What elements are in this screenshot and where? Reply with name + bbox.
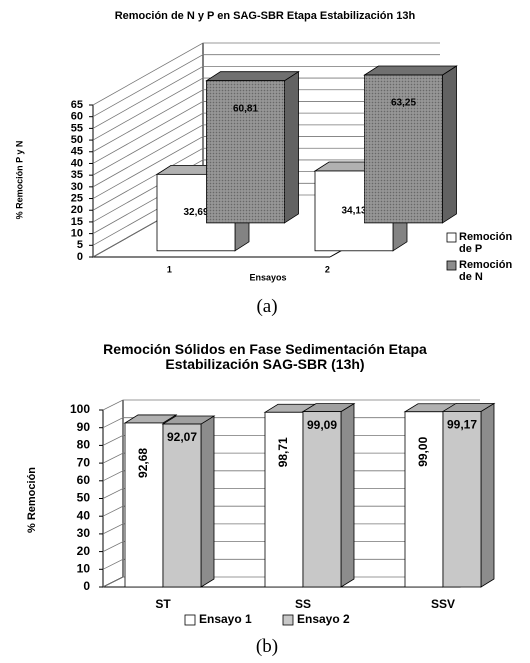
y-tick-label: 40 bbox=[71, 157, 83, 169]
y-axis-label: % Remoción bbox=[26, 467, 38, 533]
value-label: 60,81 bbox=[233, 103, 258, 114]
x-tick-label: SS bbox=[295, 597, 311, 611]
y-tick-label: 10 bbox=[77, 561, 91, 575]
grid-line bbox=[92, 147, 440, 211]
legend-label: Ensayo 2 bbox=[297, 612, 350, 626]
bar-side bbox=[480, 402, 495, 588]
y-tick-label: 10 bbox=[71, 228, 83, 240]
y-tick-label: 70 bbox=[77, 455, 91, 469]
grid-line bbox=[102, 434, 480, 446]
bar-face bbox=[264, 411, 304, 588]
grid-line bbox=[92, 101, 440, 164]
value-label: 99,09 bbox=[307, 418, 337, 432]
bar-top bbox=[205, 71, 300, 82]
y-tick-label: 80 bbox=[77, 438, 91, 452]
y-tick-label: 100 bbox=[70, 402, 90, 416]
bar-face bbox=[124, 422, 164, 588]
y-tick-label: 35 bbox=[71, 169, 83, 181]
legend-label: Ensayo 1 bbox=[199, 612, 252, 626]
grid-line bbox=[102, 488, 480, 499]
legend-swatch bbox=[282, 614, 294, 626]
y-tick-label: 20 bbox=[71, 204, 83, 216]
y-tick-label: 20 bbox=[77, 544, 91, 558]
bar bbox=[363, 65, 458, 224]
grid-line bbox=[92, 124, 440, 188]
bar bbox=[161, 415, 216, 588]
bar-side bbox=[200, 415, 215, 588]
value-label: 99,00 bbox=[416, 436, 430, 466]
y-tick-label: 65 bbox=[71, 99, 83, 111]
y-tick-label: 45 bbox=[71, 146, 83, 158]
grid-line bbox=[92, 77, 440, 141]
y-tick-label: 30 bbox=[77, 526, 91, 540]
legend-swatch bbox=[446, 260, 457, 271]
grid-line bbox=[102, 523, 480, 535]
y-tick-label: 30 bbox=[71, 181, 83, 193]
bar-face bbox=[442, 411, 482, 588]
grid-line bbox=[92, 136, 440, 199]
y-tick-label: 40 bbox=[77, 508, 91, 522]
y-tick-label: 50 bbox=[71, 134, 83, 146]
y-tick-label: 50 bbox=[77, 491, 91, 505]
bar-face bbox=[404, 411, 444, 588]
grid-line bbox=[102, 558, 480, 570]
bar bbox=[205, 70, 300, 224]
y-tick-label: 90 bbox=[77, 420, 91, 434]
caption: (a) bbox=[256, 296, 278, 317]
bar-texture bbox=[206, 80, 285, 223]
value-label: 99,17 bbox=[447, 418, 477, 432]
y-tick-label: 25 bbox=[71, 192, 83, 204]
x-tick-label: SSV bbox=[431, 597, 455, 611]
bar-side bbox=[284, 70, 299, 224]
legend-swatch bbox=[184, 614, 196, 626]
bar-side bbox=[442, 65, 457, 224]
grid-line bbox=[102, 541, 480, 552]
value-label: 98,71 bbox=[276, 437, 290, 467]
grid-line bbox=[92, 112, 440, 176]
x-tick-label: 1 bbox=[167, 264, 172, 274]
y-axis-label: % Remoción P y N bbox=[14, 141, 24, 220]
bar-top bbox=[363, 65, 458, 76]
grid-line bbox=[92, 89, 440, 153]
x-tick-label: ST bbox=[155, 597, 171, 611]
bar bbox=[301, 402, 356, 588]
caption: (b) bbox=[255, 636, 279, 657]
grid-line bbox=[102, 505, 480, 517]
y-tick-label: 55 bbox=[71, 122, 83, 134]
value-label: 92,07 bbox=[167, 430, 197, 444]
x-axis-label: Ensayos bbox=[249, 272, 286, 282]
chart-title: Remoción de N y P en SAG-SBR Etapa Estab… bbox=[114, 10, 416, 22]
value-label: 32,69 bbox=[183, 207, 208, 218]
bar-face bbox=[162, 423, 202, 588]
grid-line bbox=[92, 54, 440, 118]
legend-swatch bbox=[446, 232, 457, 243]
bar bbox=[441, 402, 496, 588]
y-tick-label: 15 bbox=[71, 216, 83, 228]
y-tick-label: 0 bbox=[77, 251, 83, 263]
bar-texture bbox=[364, 74, 443, 223]
grid-line bbox=[102, 417, 480, 429]
legend-label: Remoción de N bbox=[459, 259, 513, 284]
chart-title: Remoción Sólidos en Fase Sedimentación E… bbox=[103, 341, 427, 373]
grid-line bbox=[102, 399, 480, 411]
x-tick-label: 2 bbox=[325, 264, 330, 274]
bar-face bbox=[302, 411, 342, 588]
y-tick-label: 0 bbox=[83, 579, 90, 593]
bar-side bbox=[340, 402, 355, 588]
value-label: 34,13 bbox=[341, 206, 366, 217]
grid-line bbox=[102, 470, 480, 482]
value-label: 92,68 bbox=[136, 448, 150, 478]
grid-line bbox=[92, 65, 440, 129]
grid-line bbox=[92, 42, 440, 106]
y-tick-label: 60 bbox=[71, 111, 83, 123]
y-tick-label: 60 bbox=[77, 473, 91, 487]
grid-line bbox=[102, 452, 480, 464]
grid-line bbox=[102, 576, 480, 588]
legend-label: Remoción de P bbox=[459, 231, 513, 256]
value-label: 63,25 bbox=[391, 98, 416, 109]
y-tick-label: 5 bbox=[77, 239, 83, 251]
grid-line bbox=[92, 159, 440, 223]
